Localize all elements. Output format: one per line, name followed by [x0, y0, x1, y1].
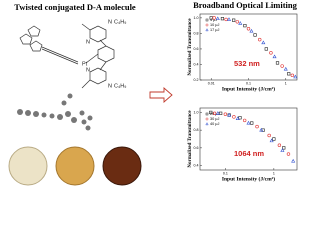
- data-point: [269, 138, 274, 143]
- data-point: [258, 37, 262, 42]
- data-point: [264, 47, 268, 51]
- data-point: [224, 17, 228, 22]
- data-point: [286, 152, 291, 156]
- x-tick-label: 0.1: [246, 81, 251, 85]
- y-tick-label: 0.6: [194, 47, 199, 51]
- data-point: [275, 61, 280, 65]
- data-point: [255, 124, 259, 129]
- legend-marker: [205, 122, 209, 126]
- data-point: [215, 16, 220, 21]
- data-point: [215, 111, 220, 115]
- data-point: [282, 146, 286, 150]
- legend-marker: [205, 23, 209, 27]
- x-tick-label: 1: [285, 81, 287, 85]
- molecule-3d: [17, 93, 93, 131]
- atom-label: N: [108, 83, 112, 89]
- data-point: [287, 72, 291, 76]
- y-tick-label: 0.4: [194, 164, 199, 168]
- data-point: [238, 116, 242, 120]
- atom-label: C₄H₉: [114, 19, 126, 25]
- legend-marker: [205, 117, 209, 121]
- data-point: [227, 112, 232, 117]
- x-tick-label: 0.01: [208, 81, 215, 85]
- data-point: [212, 111, 217, 116]
- data-point: [209, 110, 213, 115]
- legend-label: 20 μJ: [210, 112, 219, 116]
- data-point: [283, 66, 288, 71]
- data-point: [250, 121, 254, 125]
- y-tick-label: 0.4: [194, 62, 199, 66]
- y-axis-label: Normalized Transmittance: [188, 18, 193, 76]
- legend-label: 4 μJ: [210, 18, 217, 22]
- data-point: [232, 115, 236, 119]
- left-title: Twisted conjugated D-A molecule: [14, 2, 136, 12]
- data-point: [249, 28, 254, 33]
- data-point: [290, 73, 295, 78]
- legend-label: 40 μJ: [210, 122, 219, 126]
- y-tick-label: 1.0: [194, 16, 199, 20]
- data-point: [219, 111, 223, 115]
- graphical-abstract: Twisted conjugated D-A molecule Broadban…: [8, 0, 298, 186]
- y-tick-label: 0.8: [194, 128, 199, 132]
- x-tick-label: 1: [273, 171, 275, 175]
- solution-dishes: [8, 146, 142, 186]
- data-point: [291, 158, 296, 163]
- data-point: [226, 17, 232, 21]
- x-axis-label: Input Intensity (J/cm²): [222, 175, 275, 182]
- data-point: [238, 21, 243, 25]
- data-point: [277, 143, 282, 147]
- legend-label: 17 μJ: [210, 28, 219, 32]
- data-point: [293, 74, 298, 79]
- data-point: [259, 127, 264, 132]
- y-tick-label: 0.6: [194, 146, 199, 150]
- annotation: 532 nm: [234, 59, 260, 68]
- atom-label: N: [86, 67, 90, 73]
- data-point: [267, 133, 271, 138]
- data-point: [269, 51, 273, 55]
- y-tick-label: 1.0: [194, 110, 199, 114]
- x-tick-label: 0.1: [223, 171, 228, 175]
- legend-marker: [205, 18, 209, 22]
- data-point: [261, 40, 266, 45]
- atom-label: N: [108, 19, 112, 25]
- legend-marker: [205, 112, 209, 116]
- data-point: [235, 116, 240, 121]
- data-point: [242, 118, 247, 123]
- data-point: [272, 137, 276, 141]
- data-point: [220, 17, 225, 21]
- data-point: [246, 120, 251, 125]
- legend-label: 30 μJ: [210, 117, 219, 121]
- y-tick-label: 0.8: [194, 31, 199, 35]
- data-point: [235, 20, 239, 24]
- data-point: [212, 16, 216, 20]
- arrow: [149, 87, 173, 103]
- data-point: [246, 27, 251, 31]
- data-point: [223, 112, 228, 116]
- data-point: [280, 148, 285, 152]
- molecule: [19, 23, 115, 89]
- legend-label: 10 μJ: [210, 23, 219, 27]
- right-title: Broadband Optical Limiting: [193, 0, 298, 10]
- data-point: [232, 18, 236, 22]
- data-point: [272, 54, 277, 59]
- data-point: [253, 33, 257, 37]
- plot-frame: [199, 107, 298, 171]
- y-tick-label: 0.2: [194, 78, 199, 82]
- atom-label: Pt: [82, 61, 88, 67]
- annotation: 1064 nm: [234, 149, 264, 158]
- data-point: [243, 24, 247, 28]
- x-axis-label: Input Intensity (J/cm²): [222, 85, 275, 92]
- legend-marker: [205, 28, 209, 32]
- data-point: [280, 64, 284, 68]
- atom-label: C₄H₉: [114, 83, 126, 89]
- y-axis-label: Normalized Transmittance: [188, 110, 193, 168]
- atom-label: N: [86, 39, 90, 45]
- plot-frame: [199, 13, 298, 81]
